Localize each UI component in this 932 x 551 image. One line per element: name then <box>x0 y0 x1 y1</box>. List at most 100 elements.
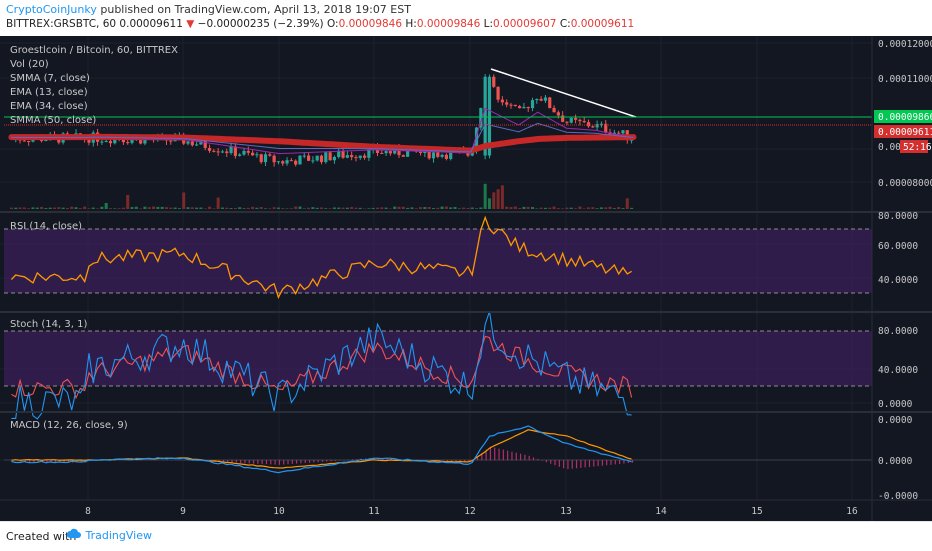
legend-smma50: SMMA (50, close) <box>10 115 96 126</box>
volume-bar-26 <box>122 208 125 209</box>
candle-body <box>346 155 349 158</box>
volume-bar-140 <box>613 208 616 209</box>
volume-bar-48 <box>217 198 220 209</box>
volume-bar-84 <box>372 208 375 209</box>
volume-bar-30 <box>139 208 142 209</box>
candle-body <box>255 154 258 155</box>
candle-body <box>531 100 534 108</box>
volume-bar-107 <box>471 208 474 209</box>
time-tick-14: 14 <box>655 506 667 517</box>
candle-body <box>195 144 198 145</box>
volume-bar-90 <box>398 207 401 209</box>
legend-ema34: EMA (34, close) <box>10 101 88 112</box>
candle-body <box>440 155 443 157</box>
volume-bar-100 <box>441 207 444 209</box>
candle-body <box>307 156 310 161</box>
volume-bar-19 <box>92 208 95 209</box>
volume-bar-95 <box>419 207 422 209</box>
candle-body <box>264 154 267 162</box>
chart-canvas[interactable]: Groestlcoin / Bitcoin, 60, BITTREX Vol (… <box>0 36 932 521</box>
macd-hist-bar-142 <box>632 460 633 463</box>
candle-body <box>363 156 366 158</box>
volume-bar-60 <box>268 208 271 209</box>
candle-body <box>540 99 543 101</box>
ohlc-line: BITTREX:GRSBTC, 60 0.00009611 ▼ −0.00000… <box>6 18 634 30</box>
time-tick-9: 9 <box>180 506 186 517</box>
candle-74 <box>329 151 332 161</box>
volume-bar-57 <box>255 208 258 209</box>
candle-body <box>419 152 422 153</box>
volume-bar-82 <box>363 208 366 209</box>
candle-body <box>234 146 237 155</box>
macd-hist-bar-109 <box>490 447 491 461</box>
symbol-interval: BITTREX:GRSBTC, 60 <box>6 18 116 30</box>
macd-hist-bar-61 <box>283 460 284 464</box>
volume-bar-66 <box>294 207 297 209</box>
candle-body <box>354 157 357 158</box>
stoch-title: Stoch (14, 3, 1) <box>10 319 87 330</box>
volume-bar-130 <box>570 208 573 209</box>
macd-hist-bar-58 <box>270 460 271 464</box>
candle-body <box>281 161 284 163</box>
volume-bar-25 <box>118 208 121 209</box>
candle-body <box>320 156 323 162</box>
volume-bar-6 <box>36 208 39 209</box>
macd-hist-bar-76 <box>348 460 349 461</box>
macd-hist-bar-113 <box>507 451 508 461</box>
volume-bar-143 <box>626 198 629 209</box>
volume-bar-69 <box>307 208 310 209</box>
volume-bar-128 <box>561 208 564 209</box>
volume-bar-134 <box>587 207 590 209</box>
volume-bar-22 <box>105 203 108 209</box>
candle-body <box>380 153 383 154</box>
candle-body <box>514 105 517 106</box>
volume-bar-93 <box>410 207 413 209</box>
volume-bar-88 <box>389 208 392 209</box>
volume-bar-7 <box>40 207 43 209</box>
candle-body <box>298 156 301 165</box>
close-label: C: <box>560 18 571 30</box>
author-link[interactable]: CryptoCoinJunky <box>6 3 97 16</box>
last-price: 0.00009611 <box>119 18 182 30</box>
volume-bar-65 <box>290 208 293 209</box>
volume-bar-113 <box>497 189 500 209</box>
macd-hist-bar-72 <box>330 460 331 461</box>
candle-body <box>260 154 263 162</box>
candle-body <box>225 151 228 152</box>
volume-bar-133 <box>583 208 586 209</box>
candle-body <box>548 97 551 107</box>
candle-body <box>574 118 577 120</box>
candle-body <box>385 151 388 153</box>
macd-hist-bar-133 <box>593 460 594 467</box>
close-value: 0.00009611 <box>571 18 634 30</box>
volume-bar-98 <box>432 208 435 209</box>
macd-hist-bar-51 <box>240 460 241 463</box>
volume-bar-129 <box>565 208 568 209</box>
macd-hist-bar-122 <box>546 460 547 462</box>
macd-hist-bar-128 <box>572 460 573 469</box>
candle-body <box>251 153 254 156</box>
candle-body <box>191 141 194 145</box>
volume-bar-53 <box>238 207 241 209</box>
candle-body <box>350 155 353 157</box>
candle-body <box>591 126 594 127</box>
rsi-tick-40: 40.0000 <box>878 275 918 286</box>
macd-hist-bar-134 <box>597 460 598 466</box>
volume-bar-32 <box>148 207 151 209</box>
volume-bar-27 <box>126 195 129 209</box>
volume-bar-23 <box>109 208 112 209</box>
macd-hist-bar-119 <box>533 457 534 460</box>
candle-body <box>496 87 499 100</box>
pane-rsi[interactable] <box>4 218 872 298</box>
tradingview-link[interactable]: TradingView <box>66 528 152 542</box>
volume-bar-80 <box>354 208 357 209</box>
macd-hist-bar-77 <box>352 459 353 460</box>
volume-bar-126 <box>553 207 556 209</box>
volume-bar-39 <box>178 208 181 209</box>
candle-body <box>402 155 405 157</box>
volume-bar-78 <box>346 208 349 209</box>
volume-bar-49 <box>221 208 224 209</box>
candle-body <box>432 152 435 158</box>
volume-bar-34 <box>156 207 159 209</box>
candle-body <box>406 151 409 157</box>
